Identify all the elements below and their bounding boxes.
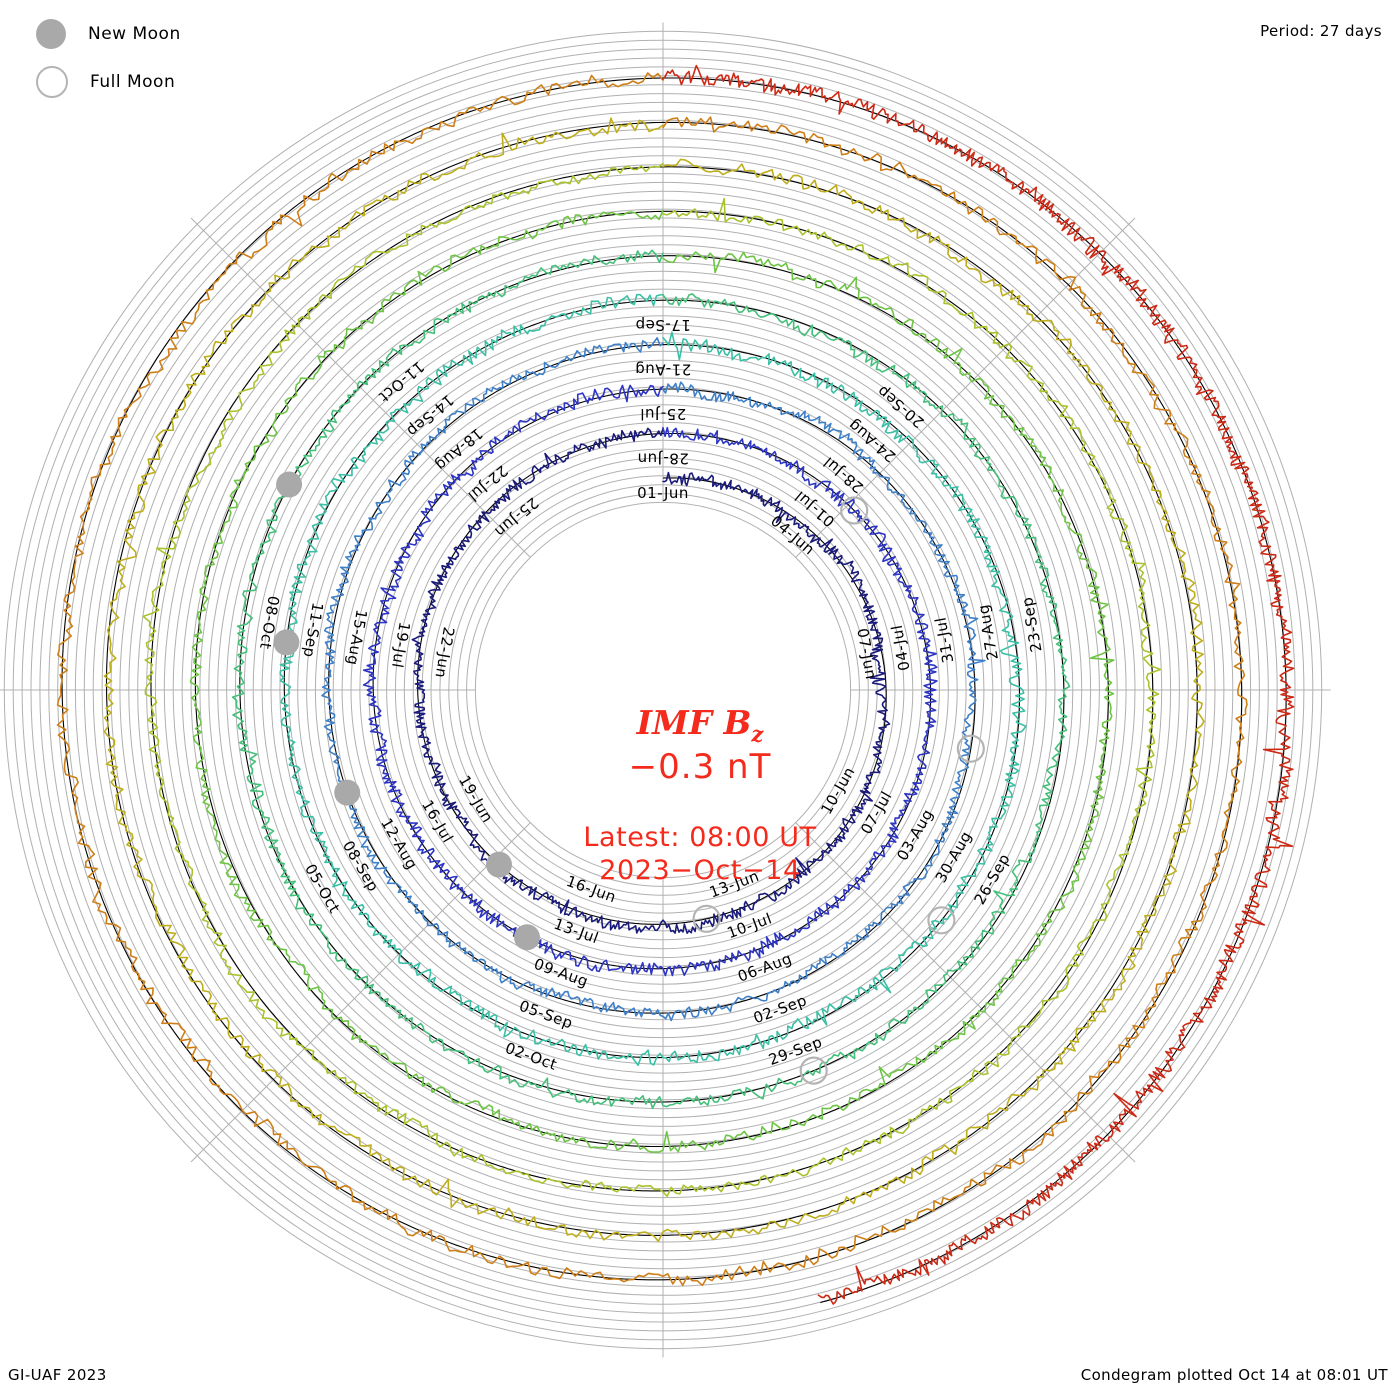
period-label: Period: 27 days [1260, 22, 1382, 40]
date-tick-label: 19-Jul [388, 621, 414, 670]
imf-bz-trace [142, 162, 1162, 1198]
imf-bz-trace [279, 293, 1027, 1067]
full-moon-marker [956, 734, 985, 763]
grid-spoke [795, 217, 1136, 558]
legend-label-new-moon: New Moon [88, 24, 181, 44]
moon-phase-legend: New Moon Full Moon [22, 10, 352, 106]
angular-gridlines [0, 22, 1331, 1358]
imf-bz-trace [662, 64, 1295, 1305]
new-moon-marker [334, 779, 361, 806]
legend-item-full-moon: Full Moon [22, 58, 352, 106]
date-tick-label: 22-Jun [431, 626, 457, 680]
date-tick-label: 23-Sep [1018, 595, 1046, 653]
date-tick-label: 21-Aug [635, 361, 691, 379]
imf-bz-trace [321, 337, 986, 1022]
full-moon-marker [799, 1056, 828, 1085]
date-tick-label: 28-Jun [637, 450, 689, 468]
date-tick-label: 07-Jun [853, 627, 880, 681]
new-moon-icon [36, 19, 66, 49]
full-moon-marker [692, 904, 721, 933]
new-moon-marker [273, 629, 300, 656]
imf-bz-traces [56, 64, 1295, 1305]
date-tick-label: 31-Jul [931, 616, 957, 665]
date-tick-label: 27-Aug [974, 603, 1002, 662]
new-moon-marker [514, 924, 540, 951]
date-tick-label: 01-Jun [637, 484, 689, 502]
full-moon-marker [840, 496, 869, 525]
spiral-baseline [61, 77, 1243, 1281]
credit-label: GI-UAF 2023 [8, 1366, 107, 1384]
date-tick-label: 04-Jul [888, 623, 914, 672]
full-moon-icon [36, 66, 68, 98]
imf-bz-trace [56, 72, 1248, 1287]
date-tick-label: 25-Jul [640, 405, 686, 423]
date-tick-label: 17-Sep [635, 316, 691, 334]
grid-spoke [795, 822, 1136, 1163]
date-tick-label: 13-Jun [707, 867, 762, 902]
imf-bz-trace [103, 117, 1205, 1243]
grid-circle [474, 501, 852, 879]
date-tick-label: 15-Aug [343, 608, 370, 667]
plotted-timestamp-label: Condegram plotted Oct 14 at 08:01 UT [1080, 1366, 1388, 1384]
date-tick-label: 11-Sep [300, 601, 327, 659]
date-tick-label: 13-Jul [551, 915, 601, 948]
legend-label-full-moon: Full Moon [90, 72, 176, 92]
imf-bz-trace [362, 384, 938, 977]
grid-spoke [190, 217, 531, 558]
moon-phase-markers [273, 471, 985, 1085]
imf-bz-trace [189, 209, 1115, 1153]
full-moon-marker [927, 906, 956, 935]
new-moon-marker [486, 851, 512, 878]
imf-bz-trace [411, 427, 891, 934]
new-moon-marker [276, 471, 303, 498]
grid-spoke [190, 822, 531, 1163]
legend-item-new-moon: New Moon [22, 10, 352, 58]
